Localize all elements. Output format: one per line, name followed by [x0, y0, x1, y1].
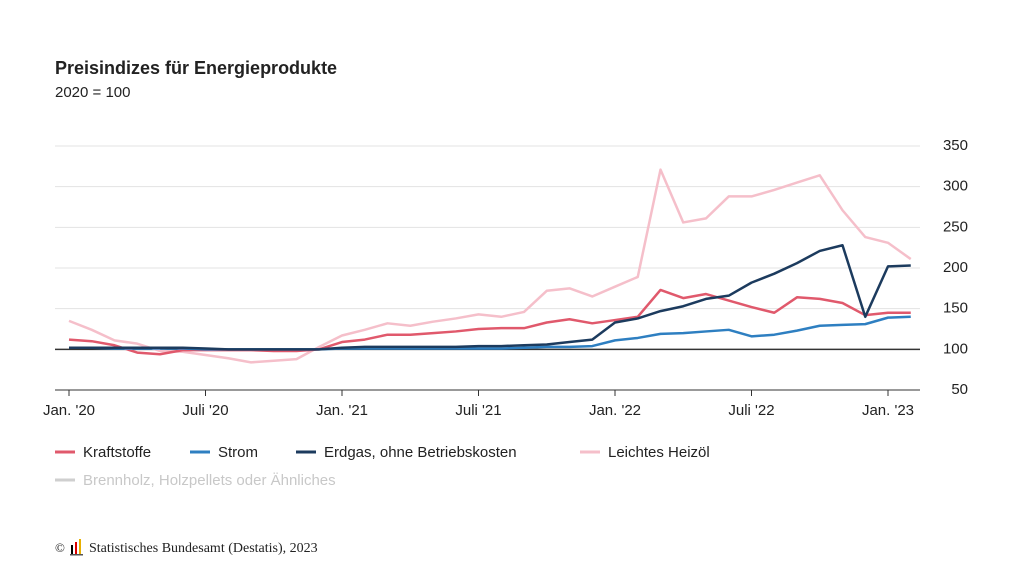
source: © Statistisches Bundesamt (Destatis), 20…: [55, 539, 318, 556]
x-tick-label: Juli '22: [728, 402, 774, 419]
source-text: Statistisches Bundesamt (Destatis), 2023: [89, 541, 318, 556]
logo-bar: [75, 542, 77, 554]
chart-subtitle: 2020 = 100: [55, 84, 131, 101]
legend-label: Leichtes Heizöl: [608, 444, 710, 461]
legend-label: Kraftstoffe: [83, 444, 151, 461]
y-tick-label: 100: [943, 340, 968, 357]
y-tick-label: 150: [943, 300, 968, 317]
y-tick-label: 50: [951, 381, 968, 398]
line-series: [68, 168, 912, 364]
y-tick-label: 250: [943, 218, 968, 235]
line-series: [69, 315, 911, 351]
x-tick-label: Juli '20: [182, 402, 228, 419]
x-tick-label: Juli '21: [455, 402, 501, 419]
y-tick-label: 200: [943, 259, 968, 276]
logo-bar: [71, 545, 73, 554]
x-tick-label: Jan. '21: [316, 402, 368, 419]
logo-bar: [79, 539, 81, 554]
x-tick-label: Jan. '22: [589, 402, 641, 419]
logo-base: [70, 554, 83, 556]
copyright: ©: [55, 540, 65, 555]
legend-label: Erdgas, ohne Betriebskosten: [324, 444, 517, 461]
y-tick-label: 300: [943, 178, 968, 195]
x-tick-label: Jan. '23: [862, 402, 914, 419]
y-tick-label: 350: [943, 137, 968, 154]
legend-label-inactive: Brennholz, Holzpellets oder Ähnliches: [83, 472, 336, 489]
legend-label: Strom: [218, 444, 258, 461]
line-series: [69, 243, 911, 351]
x-tick-label: Jan. '20: [43, 402, 95, 419]
line-series: [68, 288, 911, 356]
chart-title: Preisindizes für Energieprodukte: [55, 58, 337, 78]
